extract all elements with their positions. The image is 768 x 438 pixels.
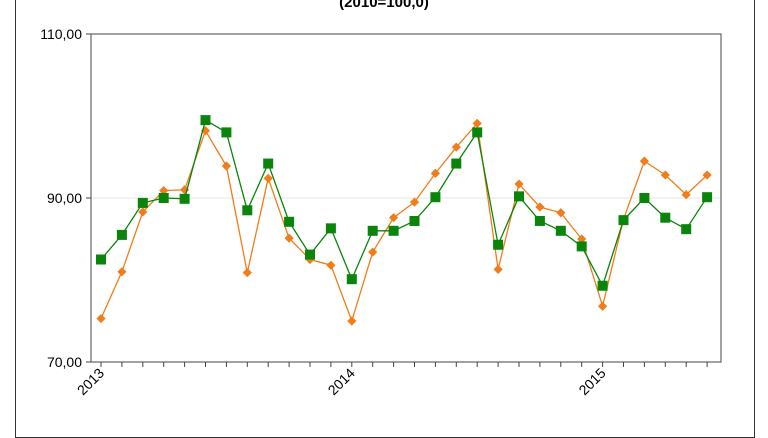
x-axis: 2013 2014 2015 xyxy=(74,362,708,398)
data-point xyxy=(555,225,566,236)
data-point xyxy=(388,225,399,236)
data-point xyxy=(221,161,231,171)
data-point xyxy=(639,193,650,203)
data-point xyxy=(263,173,273,183)
data-point xyxy=(451,158,462,169)
data-point xyxy=(451,142,461,152)
data-point xyxy=(660,212,671,223)
data-point xyxy=(702,170,712,180)
data-point xyxy=(681,224,692,235)
data-point xyxy=(597,280,608,291)
data-point xyxy=(117,267,127,277)
y-tick-label: 90,00 xyxy=(47,190,82,206)
data-point xyxy=(346,274,357,285)
data-point xyxy=(96,313,106,324)
data-point xyxy=(409,215,420,226)
data-point xyxy=(158,193,169,203)
data-point xyxy=(368,247,378,257)
y-tick-label: 110,00 xyxy=(40,26,82,42)
data-point xyxy=(514,191,524,202)
data-point xyxy=(305,249,315,260)
data-point xyxy=(681,190,691,200)
data-point xyxy=(179,193,190,204)
data-point xyxy=(576,241,587,252)
data-point xyxy=(347,316,357,326)
data-point xyxy=(389,213,399,223)
series xyxy=(96,115,713,326)
data-point xyxy=(535,202,545,212)
data-point xyxy=(137,197,148,208)
data-point xyxy=(138,207,148,217)
data-point xyxy=(409,197,420,207)
data-point xyxy=(200,115,211,126)
data-point xyxy=(242,268,252,278)
x-tick-label: 2015 xyxy=(575,365,608,398)
y-tick-label: 70,00 xyxy=(47,354,82,370)
x-tick-label: 2014 xyxy=(325,365,358,398)
data-point xyxy=(159,186,169,196)
data-point xyxy=(493,264,503,274)
y-axis: 70,00 90,00 110,00 xyxy=(40,26,91,370)
data-point xyxy=(534,215,545,226)
data-point xyxy=(325,223,336,234)
chart-title: (2010=100,0) xyxy=(339,0,429,11)
data-point xyxy=(472,127,483,138)
data-point xyxy=(430,168,440,178)
data-point xyxy=(660,170,670,180)
data-point xyxy=(242,205,253,216)
data-point xyxy=(367,225,378,236)
series-line xyxy=(100,119,708,288)
data-point xyxy=(472,118,482,128)
data-point xyxy=(221,127,232,138)
data-point xyxy=(639,156,649,166)
data-point xyxy=(430,192,441,203)
data-point xyxy=(96,254,106,265)
data-point xyxy=(284,233,294,243)
data-point xyxy=(556,208,566,218)
data-point xyxy=(702,192,713,203)
data-point xyxy=(493,239,504,250)
series-line xyxy=(100,121,708,324)
data-point xyxy=(116,229,127,240)
data-point xyxy=(514,179,524,189)
data-point xyxy=(618,215,629,226)
data-point xyxy=(326,260,336,270)
data-point xyxy=(284,216,295,227)
series-2 xyxy=(96,115,713,291)
data-point xyxy=(577,234,587,244)
data-point xyxy=(263,158,274,169)
data-point xyxy=(598,301,608,311)
